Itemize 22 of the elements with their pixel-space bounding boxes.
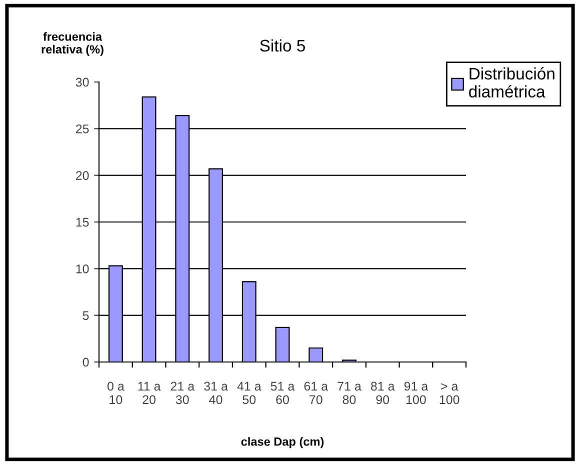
- x-tick-label: 31 a 40: [204, 382, 228, 404]
- x-tick-label: 91 a 100: [404, 382, 428, 404]
- x-tick-label: 0 a 10: [107, 382, 124, 404]
- y-tick-label: 30: [76, 78, 89, 87]
- x-axis-title: clase Dap (cm): [241, 437, 324, 448]
- legend-label: Distribución diamétrica: [469, 67, 554, 98]
- y-axis-title: frecuencia relativa (%): [42, 32, 104, 56]
- y-tick-label: 10: [76, 264, 89, 274]
- x-tick-label: 61 a 70: [304, 382, 328, 404]
- y-tick-label: 15: [76, 218, 89, 227]
- y-tick-label: 5: [82, 311, 89, 320]
- y-tick-label: 0: [82, 358, 89, 367]
- x-tick-label: 11 a 20: [138, 382, 161, 404]
- x-tick-label: 81 a 90: [370, 382, 395, 404]
- chart-title: Sitio 5: [260, 39, 305, 52]
- x-tick-label: 21 a 30: [170, 382, 195, 404]
- x-tick-label: 51 a 60: [270, 382, 295, 404]
- x-tick-label: > a 100: [440, 383, 460, 404]
- y-tick-label: 25: [76, 124, 89, 134]
- x-tick-label: 41 a 50: [237, 382, 262, 404]
- x-tick-label: 71 a 80: [338, 382, 362, 404]
- y-tick-label: 20: [76, 171, 89, 180]
